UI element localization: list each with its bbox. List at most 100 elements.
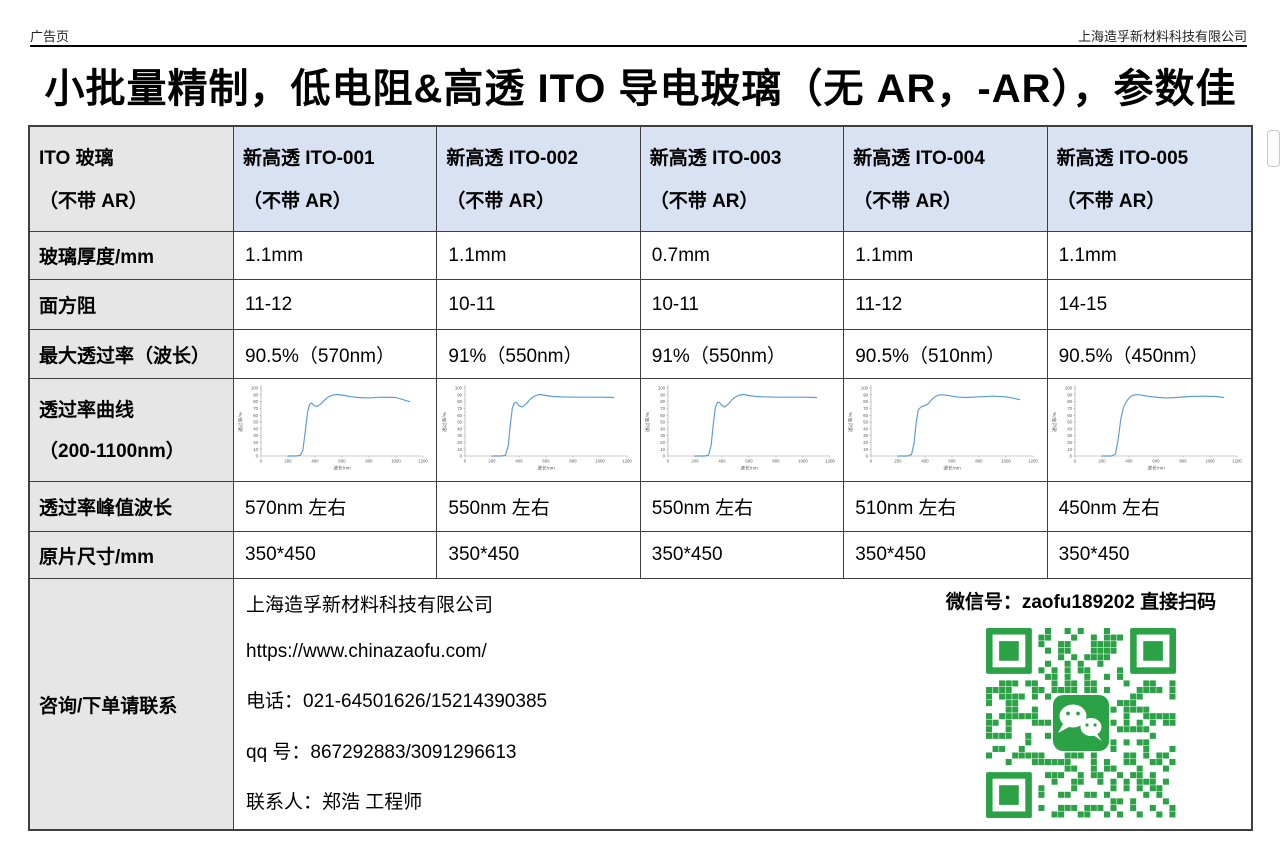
svg-text:50: 50 bbox=[1068, 420, 1073, 425]
svg-text:透过率/%: 透过率/% bbox=[847, 411, 854, 432]
transmittance-chart-cell-1: 0 10 20 30 40 50 60 70 80 90 100 0 200 400 600 800 1000 1… bbox=[234, 379, 438, 482]
contact-qq: qq 号：867292883/3091296613 bbox=[246, 741, 517, 763]
svg-text:80: 80 bbox=[457, 399, 462, 404]
row-label-sheet-resistance: 面方阻 bbox=[30, 280, 234, 330]
svg-text:1200: 1200 bbox=[1029, 459, 1039, 464]
table-corner-header: ITO 玻璃 （不带 AR） bbox=[30, 127, 234, 232]
svg-text:400: 400 bbox=[922, 459, 930, 464]
svg-text:透过率/%: 透过率/% bbox=[1051, 411, 1058, 432]
row-label-sheet-size: 原片尺寸/mm bbox=[30, 532, 234, 579]
peak-wavelength-ito-001: 570nm 左右 bbox=[234, 482, 438, 532]
svg-text:透过率/%: 透过率/% bbox=[237, 411, 244, 432]
svg-text:80: 80 bbox=[1068, 399, 1073, 404]
svg-text:0: 0 bbox=[866, 454, 869, 459]
svg-text:80: 80 bbox=[253, 399, 258, 404]
svg-text:70: 70 bbox=[660, 406, 665, 411]
svg-text:600: 600 bbox=[542, 459, 550, 464]
column-header-ito-001: 新高透 ITO-001 （不带 AR） bbox=[234, 127, 438, 232]
svg-text:200: 200 bbox=[1099, 459, 1107, 464]
svg-text:50: 50 bbox=[253, 420, 258, 425]
contact-info-cell: 上海造孚新材料科技有限公司 https://www.chinazaofu.com… bbox=[234, 579, 1251, 829]
svg-text:90: 90 bbox=[457, 392, 462, 397]
svg-text:60: 60 bbox=[457, 413, 462, 418]
max-transmittance-ito-001: 90.5%（570nm） bbox=[234, 330, 438, 379]
corner-header-line1: ITO 玻璃 bbox=[39, 148, 114, 169]
svg-text:100: 100 bbox=[861, 386, 869, 391]
svg-text:0: 0 bbox=[1070, 454, 1073, 459]
transmittance-chart-cell-2: 0 10 20 30 40 50 60 70 80 90 100 0 200 400 600 800 1000 1… bbox=[437, 379, 641, 482]
svg-text:10: 10 bbox=[864, 447, 869, 452]
column-header-ito-002: 新高透 ITO-002 （不带 AR） bbox=[437, 127, 641, 232]
max-transmittance-ito-005: 90.5%（450nm） bbox=[1047, 330, 1251, 379]
row-label-transmittance-curve: 透过率曲线 （200-1100nm） bbox=[30, 379, 234, 482]
header-right-company: 上海造孚新材料科技有限公司 bbox=[1077, 29, 1247, 44]
svg-text:0: 0 bbox=[463, 459, 466, 464]
svg-text:30: 30 bbox=[253, 433, 258, 438]
svg-text:100: 100 bbox=[251, 386, 259, 391]
row-label-thickness: 玻璃厚度/mm bbox=[30, 232, 234, 280]
thickness-ito-002: 1.1mm bbox=[437, 232, 641, 280]
max-transmittance-ito-002: 91%（550nm） bbox=[437, 330, 641, 379]
svg-text:70: 70 bbox=[253, 406, 258, 411]
resistance-ito-005: 14-15 bbox=[1047, 280, 1251, 330]
svg-text:1000: 1000 bbox=[1206, 459, 1216, 464]
svg-text:1200: 1200 bbox=[825, 459, 835, 464]
product-name-ito-003: 新高透 ITO-003 bbox=[649, 148, 782, 169]
svg-text:10: 10 bbox=[253, 447, 258, 452]
corner-header-line2: （不带 AR） bbox=[39, 191, 148, 212]
svg-text:10: 10 bbox=[457, 447, 462, 452]
svg-text:100: 100 bbox=[1065, 386, 1073, 391]
svg-text:60: 60 bbox=[1068, 413, 1073, 418]
scrollbar-thumb[interactable] bbox=[1267, 130, 1280, 167]
svg-text:30: 30 bbox=[864, 433, 869, 438]
svg-text:透过率/%: 透过率/% bbox=[644, 411, 651, 432]
column-header-ito-004: 新高透 ITO-004 （不带 AR） bbox=[844, 127, 1048, 232]
svg-text:20: 20 bbox=[660, 440, 665, 445]
transmittance-chart-cell-3: 0 10 20 30 40 50 60 70 80 90 100 0 200 400 600 800 1000 1… bbox=[640, 379, 845, 482]
product-name-ito-001: 新高透 ITO-001 bbox=[243, 148, 375, 169]
header-left-label: 广告页 bbox=[30, 29, 70, 44]
svg-text:10: 10 bbox=[660, 447, 665, 452]
svg-text:800: 800 bbox=[569, 459, 577, 464]
sheet-size-ito-002: 350*450 bbox=[437, 532, 641, 579]
max-transmittance-ito-004: 90.5%（510nm） bbox=[844, 330, 1048, 379]
svg-text:100: 100 bbox=[658, 386, 666, 391]
product-name-ito-002: 新高透 ITO-002 bbox=[446, 148, 579, 169]
svg-text:50: 50 bbox=[660, 420, 665, 425]
svg-text:400: 400 bbox=[718, 459, 726, 464]
max-transmittance-ito-003: 91%（550nm） bbox=[640, 330, 845, 379]
resistance-ito-003: 10-11 bbox=[640, 280, 845, 330]
resistance-ito-001: 11-12 bbox=[234, 280, 438, 330]
svg-text:80: 80 bbox=[864, 399, 869, 404]
svg-text:90: 90 bbox=[660, 392, 665, 397]
svg-text:0: 0 bbox=[260, 459, 263, 464]
svg-text:70: 70 bbox=[457, 406, 462, 411]
contact-phone: 电话：021-64501626/15214390385 bbox=[246, 691, 548, 712]
row-label-peak-wavelength: 透过率峰值波长 bbox=[30, 482, 234, 532]
svg-text:800: 800 bbox=[366, 459, 374, 464]
svg-text:40: 40 bbox=[864, 426, 869, 431]
contact-company-name: 上海造孚新材料科技有限公司 bbox=[246, 595, 494, 616]
svg-text:40: 40 bbox=[457, 426, 462, 431]
resistance-ito-004: 11-12 bbox=[844, 280, 1048, 330]
peak-wavelength-ito-004: 510nm 左右 bbox=[844, 482, 1048, 532]
svg-text:10: 10 bbox=[1068, 447, 1073, 452]
svg-text:90: 90 bbox=[253, 392, 258, 397]
svg-text:600: 600 bbox=[1153, 459, 1161, 464]
contact-text-block: 上海造孚新材料科技有限公司 https://www.chinazaofu.com… bbox=[234, 579, 911, 829]
svg-text:30: 30 bbox=[660, 433, 665, 438]
product-sub-ito-001: （不带 AR） bbox=[243, 191, 352, 212]
svg-text:波长/nm: 波长/nm bbox=[333, 465, 351, 472]
svg-text:400: 400 bbox=[1126, 459, 1134, 464]
svg-text:100: 100 bbox=[454, 386, 462, 391]
svg-text:波长/nm: 波长/nm bbox=[537, 465, 555, 472]
svg-text:1000: 1000 bbox=[595, 459, 605, 464]
svg-text:40: 40 bbox=[660, 426, 665, 431]
svg-text:0: 0 bbox=[667, 459, 670, 464]
peak-wavelength-ito-002: 550nm 左右 bbox=[437, 482, 641, 532]
contact-website-link[interactable]: https://www.chinazaofu.com/ bbox=[246, 640, 487, 662]
wechat-logo-icon bbox=[1052, 695, 1109, 751]
svg-text:800: 800 bbox=[772, 459, 780, 464]
